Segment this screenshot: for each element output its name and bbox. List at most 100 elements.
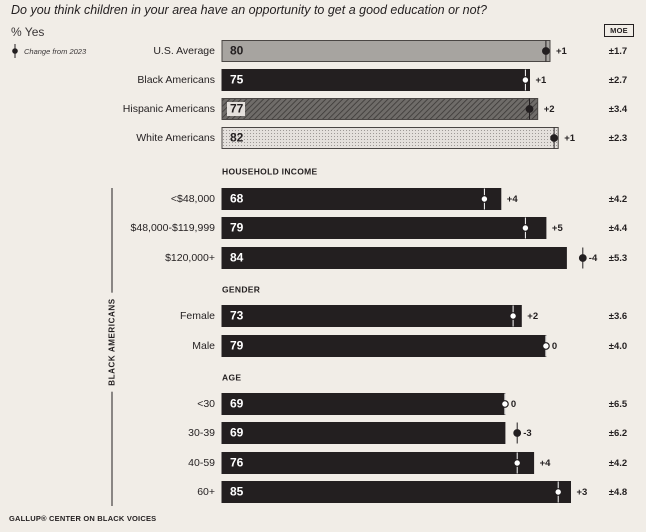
change-marker-icon <box>12 44 18 58</box>
value-label-bg <box>227 102 245 116</box>
change-label: -4 <box>589 253 598 264</box>
chart-row: 30-39 69 -3 ±6.2 <box>188 422 627 444</box>
bar <box>221 69 530 91</box>
change-label: +1 <box>564 133 576 144</box>
chart-row: Male 79 0 ±4.0 <box>192 335 627 357</box>
chart-row: $120,000+ 84 -4 ±5.3 <box>165 247 627 269</box>
moe-value: ±2.3 <box>609 133 627 144</box>
value-label: 79 <box>230 339 244 353</box>
change-label: +4 <box>540 458 552 469</box>
bar <box>221 393 506 415</box>
chart-row: <30 69 0 ±6.5 <box>197 393 628 415</box>
change-label: +2 <box>544 104 555 115</box>
moe-value: ±3.6 <box>609 311 627 322</box>
value-label: 84 <box>230 251 244 265</box>
moe-value: ±4.4 <box>609 223 628 234</box>
bar <box>221 247 567 269</box>
moe-value: ±2.7 <box>609 75 627 86</box>
value-label: 76 <box>230 456 244 470</box>
row-label: 30-39 <box>188 427 215 439</box>
chart-row: Hispanic Americans 77 +2 ±3.4 <box>123 98 628 120</box>
change-marker <box>501 400 509 408</box>
footer-source: GALLUP® CENTER ON BLACK VOICES <box>9 514 157 523</box>
change-marker <box>513 429 522 437</box>
value-label: 68 <box>230 192 244 206</box>
moe-value: ±4.2 <box>609 458 627 469</box>
change-marker <box>550 134 558 142</box>
change-label: +3 <box>577 487 588 498</box>
change-marker <box>525 105 534 113</box>
change-marker <box>480 195 489 203</box>
change-label: +1 <box>556 46 568 57</box>
section-heading: GENDER <box>222 284 260 294</box>
value-label: 75 <box>230 73 244 87</box>
chart-row: U.S. Average 80 +1 ±1.7 <box>153 40 627 62</box>
change-marker <box>542 47 550 55</box>
value-label: 85 <box>230 485 244 499</box>
change-marker <box>513 459 522 467</box>
moe-value: ±3.4 <box>609 104 628 115</box>
moe-value: ±4.0 <box>609 341 627 352</box>
chart-row: Female 73 +2 ±3.6 <box>180 305 627 327</box>
change-label: 0 <box>511 399 516 410</box>
value-label: 77 <box>230 102 244 116</box>
chart-row: $48,000-$119,999 79 +5 ±4.4 <box>131 217 628 239</box>
value-label: 69 <box>230 397 244 411</box>
group-label-black-americans: BLACK AMERICANS <box>107 292 117 392</box>
section-heading: HOUSEHOLD INCOME <box>222 166 317 176</box>
row-label: Female <box>180 310 215 322</box>
percent-yes-label: % Yes <box>11 25 45 39</box>
value-label: 79 <box>230 221 244 235</box>
bar <box>221 335 547 357</box>
row-label: Male <box>192 340 215 352</box>
legend: Change from 2023 <box>11 44 86 58</box>
chart-row: 40-59 76 +4 ±4.2 <box>188 452 627 474</box>
value-label: 80 <box>230 44 244 58</box>
row-label: Hispanic Americans <box>123 103 215 115</box>
row-label: White Americans <box>136 132 215 144</box>
bar <box>221 98 539 120</box>
section-heading: AGE <box>222 372 241 382</box>
change-marker <box>521 76 530 84</box>
bar <box>221 305 522 327</box>
change-label: 0 <box>552 341 557 352</box>
bar <box>221 188 502 210</box>
change-marker <box>521 224 530 232</box>
moe-value: ±6.5 <box>609 399 628 410</box>
moe-value: ±1.7 <box>609 46 627 57</box>
bar <box>221 422 506 444</box>
row-label: <30 <box>197 398 215 410</box>
chart-row: <$48,000 68 +4 ±4.2 <box>171 188 627 210</box>
change-marker <box>542 342 550 350</box>
bar <box>221 452 535 474</box>
bar <box>221 40 551 62</box>
legend-label: Change from 2023 <box>24 46 87 56</box>
row-label: 60+ <box>197 486 215 498</box>
change-label: +5 <box>552 223 564 234</box>
moe-value: ±4.2 <box>609 194 627 205</box>
change-label: +2 <box>527 311 538 322</box>
bar <box>221 481 571 503</box>
bar <box>221 217 547 239</box>
row-label: 40-59 <box>188 457 215 469</box>
value-label: 69 <box>230 426 244 440</box>
row-label: $48,000-$119,999 <box>131 222 216 234</box>
row-label: <$48,000 <box>171 193 215 205</box>
chart-row: White Americans 82 +1 ±2.3 <box>136 127 627 149</box>
chart-row: 60+ 85 +3 ±4.8 <box>197 481 627 503</box>
change-marker <box>554 488 563 496</box>
chart-row: Black Americans 75 +1 ±2.7 <box>137 69 627 91</box>
chart-question: Do you think children in your area have … <box>11 3 488 17</box>
moe-value: ±6.2 <box>609 428 627 439</box>
change-label: +1 <box>536 75 548 86</box>
change-marker <box>509 312 517 320</box>
bar <box>221 127 559 149</box>
moe-value: ±5.3 <box>609 253 627 264</box>
row-label: Black Americans <box>137 74 215 86</box>
value-label: 73 <box>230 309 244 323</box>
row-label: $120,000+ <box>165 252 215 264</box>
change-label: +4 <box>507 194 519 205</box>
row-label: U.S. Average <box>153 45 215 57</box>
value-label: 82 <box>230 131 244 145</box>
